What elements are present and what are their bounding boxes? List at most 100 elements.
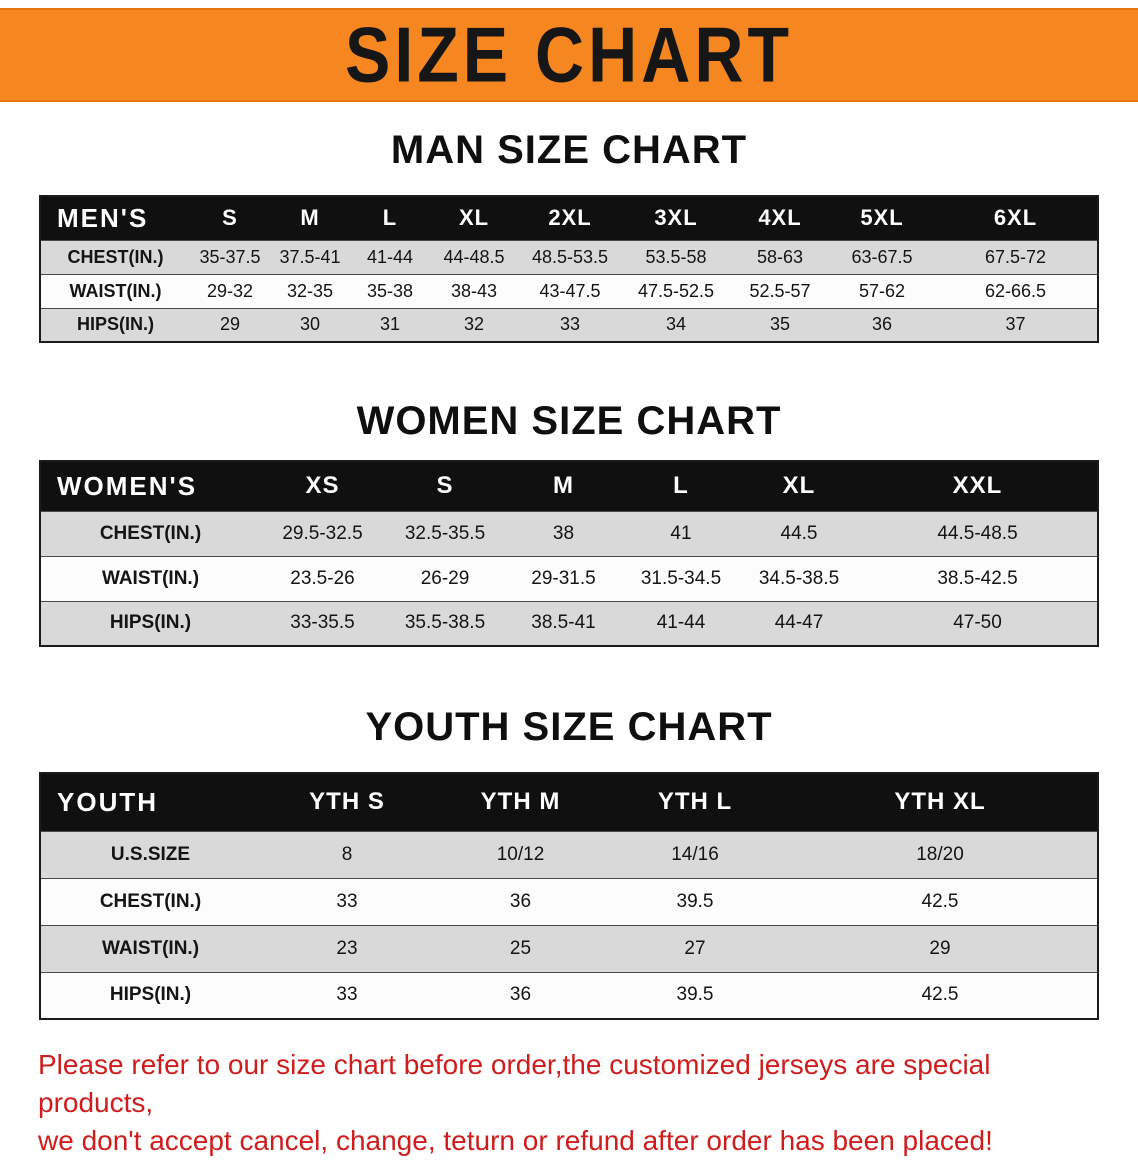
measurement-cell: 47.5-52.5 xyxy=(622,273,730,308)
table-title-cell: YOUTH xyxy=(40,773,260,831)
measurement-cell: 67.5-72 xyxy=(934,239,1098,274)
row-label-cell: HIPS(IN.) xyxy=(40,971,260,1019)
measurement-cell: 31.5-34.5 xyxy=(622,555,740,601)
women-size-table: WOMEN'S XS S M L XL XXL CHEST(IN.) 29.5-32.5 32.5… xyxy=(39,460,1099,647)
measurement-cell: 33 xyxy=(260,971,434,1019)
measurement-cell: 38.5-41 xyxy=(505,600,622,646)
table-row: HIPS(IN.) 33 36 39.5 42.5 xyxy=(40,971,1098,1019)
measurement-cell: 25 xyxy=(434,924,607,972)
measurement-cell: 29 xyxy=(783,924,1098,972)
banner-title: SIZE CHART xyxy=(345,11,793,99)
table-row: WAIST(IN.) 23 25 27 29 xyxy=(40,924,1098,972)
men-size-section: MAN SIZE CHART MEN'S S M L XL 2XL 3XL 4XL 5XL 6XL… xyxy=(0,128,1138,343)
measurement-cell: 36 xyxy=(830,307,934,342)
measurement-cell: 33 xyxy=(260,877,434,925)
measurement-cell: 38 xyxy=(505,510,622,556)
table-header-row: YOUTH YTH S YTH M YTH L YTH XL xyxy=(40,773,1098,831)
size-header-cell: XXL xyxy=(858,461,1098,511)
table-title-cell: WOMEN'S xyxy=(40,461,260,511)
size-header-cell: XS xyxy=(260,461,385,511)
measurement-cell: 53.5-58 xyxy=(622,239,730,274)
disclaimer-line-2: we don't accept cancel, change, teturn o… xyxy=(38,1125,993,1156)
measurement-cell: 37.5-41 xyxy=(270,239,350,274)
measurement-cell: 47-50 xyxy=(858,600,1098,646)
size-header-cell: S xyxy=(385,461,505,511)
measurement-cell: 36 xyxy=(434,971,607,1019)
table-row: U.S.SIZE 8 10/12 14/16 18/20 xyxy=(40,830,1098,878)
size-chart-banner: SIZE CHART xyxy=(0,8,1138,102)
measurement-cell: 52.5-57 xyxy=(730,273,830,308)
measurement-cell: 23.5-26 xyxy=(260,555,385,601)
measurement-cell: 38.5-42.5 xyxy=(858,555,1098,601)
size-header-cell: XL xyxy=(740,461,858,511)
measurement-cell: 14/16 xyxy=(607,830,783,878)
size-header-cell: YTH L xyxy=(607,773,783,831)
measurement-cell: 27 xyxy=(607,924,783,972)
measurement-cell: 44.5-48.5 xyxy=(858,510,1098,556)
measurement-cell: 42.5 xyxy=(783,971,1098,1019)
measurement-cell: 48.5-53.5 xyxy=(518,239,622,274)
measurement-cell: 43-47.5 xyxy=(518,273,622,308)
measurement-cell: 34.5-38.5 xyxy=(740,555,858,601)
table-header-row: MEN'S S M L XL 2XL 3XL 4XL 5XL 6XL xyxy=(40,196,1098,240)
size-header-cell: 2XL xyxy=(518,196,622,240)
measurement-cell: 18/20 xyxy=(783,830,1098,878)
size-header-cell: YTH S xyxy=(260,773,434,831)
measurement-cell: 32-35 xyxy=(270,273,350,308)
measurement-cell: 35-37.5 xyxy=(190,239,270,274)
measurement-cell: 31 xyxy=(350,307,430,342)
measurement-cell: 35 xyxy=(730,307,830,342)
disclaimer-line-1: Please refer to our size chart before or… xyxy=(38,1049,991,1118)
measurement-cell: 44.5 xyxy=(740,510,858,556)
measurement-cell: 29 xyxy=(190,307,270,342)
order-disclaimer: Please refer to our size chart before or… xyxy=(38,1046,1100,1160)
measurement-cell: 42.5 xyxy=(783,877,1098,925)
row-label-cell: WAIST(IN.) xyxy=(40,924,260,972)
size-header-cell: 4XL xyxy=(730,196,830,240)
size-header-cell: YTH M xyxy=(434,773,607,831)
size-header-cell: M xyxy=(270,196,350,240)
size-header-cell: 3XL xyxy=(622,196,730,240)
table-row: WAIST(IN.) 23.5-26 26-29 29-31.5 31.5-34.5 34… xyxy=(40,555,1098,601)
measurement-cell: 41-44 xyxy=(350,239,430,274)
row-label-cell: CHEST(IN.) xyxy=(40,877,260,925)
measurement-cell: 36 xyxy=(434,877,607,925)
measurement-cell: 35-38 xyxy=(350,273,430,308)
measurement-cell: 35.5-38.5 xyxy=(385,600,505,646)
row-label-cell: HIPS(IN.) xyxy=(40,307,190,342)
measurement-cell: 26-29 xyxy=(385,555,505,601)
size-header-cell: S xyxy=(190,196,270,240)
row-label-cell: CHEST(IN.) xyxy=(40,510,260,556)
size-header-cell: M xyxy=(505,461,622,511)
men-section-heading: MAN SIZE CHART xyxy=(390,128,748,172)
measurement-cell: 39.5 xyxy=(607,971,783,1019)
measurement-cell: 44-47 xyxy=(740,600,858,646)
measurement-cell: 34 xyxy=(622,307,730,342)
row-label-cell: HIPS(IN.) xyxy=(40,600,260,646)
table-row: HIPS(IN.) 33-35.5 35.5-38.5 38.5-41 41-44 44-… xyxy=(40,600,1098,646)
measurement-cell: 29-31.5 xyxy=(505,555,622,601)
women-section-heading: WOMEN SIZE CHART xyxy=(356,399,782,443)
measurement-cell: 8 xyxy=(260,830,434,878)
measurement-cell: 10/12 xyxy=(434,830,607,878)
size-header-cell: XL xyxy=(430,196,518,240)
measurement-cell: 33 xyxy=(518,307,622,342)
table-row: CHEST(IN.) 35-37.5 37.5-41 41-44 44-48.5 48.5… xyxy=(40,239,1098,274)
table-header-row: WOMEN'S XS S M L XL XXL xyxy=(40,461,1098,511)
size-header-cell: 6XL xyxy=(934,196,1098,240)
size-header-cell: L xyxy=(622,461,740,511)
measurement-cell: 32 xyxy=(430,307,518,342)
table-row: WAIST(IN.) 29-32 32-35 35-38 38-43 43-47.5 47.… xyxy=(40,273,1098,308)
measurement-cell: 57-62 xyxy=(830,273,934,308)
youth-size-section: YOUTH SIZE CHART YOUTH YTH S YTH M YTH L YTH… xyxy=(0,705,1138,1020)
row-label-cell: WAIST(IN.) xyxy=(40,555,260,601)
measurement-cell: 29-32 xyxy=(190,273,270,308)
measurement-cell: 33-35.5 xyxy=(260,600,385,646)
measurement-cell: 39.5 xyxy=(607,877,783,925)
measurement-cell: 23 xyxy=(260,924,434,972)
measurement-cell: 63-67.5 xyxy=(830,239,934,274)
table-row: HIPS(IN.) 29 30 31 32 33 34 35 36 37 xyxy=(40,307,1098,342)
size-header-cell: 5XL xyxy=(830,196,934,240)
youth-section-heading: YOUTH SIZE CHART xyxy=(365,705,773,749)
size-header-cell: YTH XL xyxy=(783,773,1098,831)
